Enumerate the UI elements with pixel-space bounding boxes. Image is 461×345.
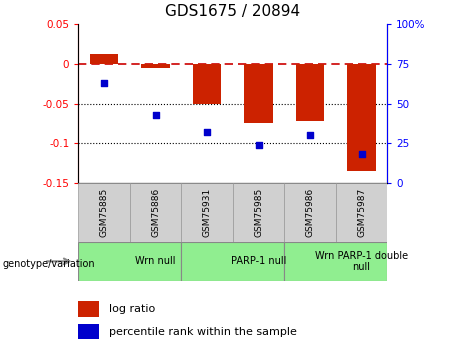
Point — [152, 112, 160, 117]
Text: PARP-1 null: PARP-1 null — [231, 256, 286, 266]
Bar — [142, 64, 170, 68]
Point — [255, 142, 262, 148]
Bar — [336, 183, 387, 242]
Text: GSM75886: GSM75886 — [151, 188, 160, 237]
Point — [203, 129, 211, 135]
Bar — [181, 241, 284, 281]
Text: genotype/variation: genotype/variation — [2, 259, 95, 269]
Bar — [78, 241, 181, 281]
Bar — [244, 64, 273, 124]
Bar — [233, 183, 284, 242]
Title: GDS1675 / 20894: GDS1675 / 20894 — [165, 4, 301, 19]
Bar — [130, 183, 181, 242]
Point — [358, 151, 365, 157]
Bar — [90, 54, 118, 64]
Text: percentile rank within the sample: percentile rank within the sample — [110, 327, 297, 337]
Text: Wrn null: Wrn null — [136, 256, 176, 266]
Text: log ratio: log ratio — [110, 304, 156, 314]
Text: GSM75985: GSM75985 — [254, 188, 263, 237]
Bar — [284, 241, 387, 281]
Text: GSM75987: GSM75987 — [357, 188, 366, 237]
Text: GSM75885: GSM75885 — [100, 188, 109, 237]
Bar — [78, 183, 130, 242]
Bar — [284, 183, 336, 242]
Bar — [347, 64, 376, 171]
Text: Wrn PARP-1 double
null: Wrn PARP-1 double null — [315, 250, 408, 272]
Bar — [296, 64, 324, 121]
Bar — [78, 324, 99, 339]
Point — [100, 80, 108, 86]
Bar — [181, 183, 233, 242]
Text: GSM75986: GSM75986 — [306, 188, 314, 237]
Bar — [193, 64, 221, 104]
Bar — [78, 301, 99, 317]
Text: GSM75931: GSM75931 — [202, 188, 212, 237]
Point — [306, 132, 313, 138]
